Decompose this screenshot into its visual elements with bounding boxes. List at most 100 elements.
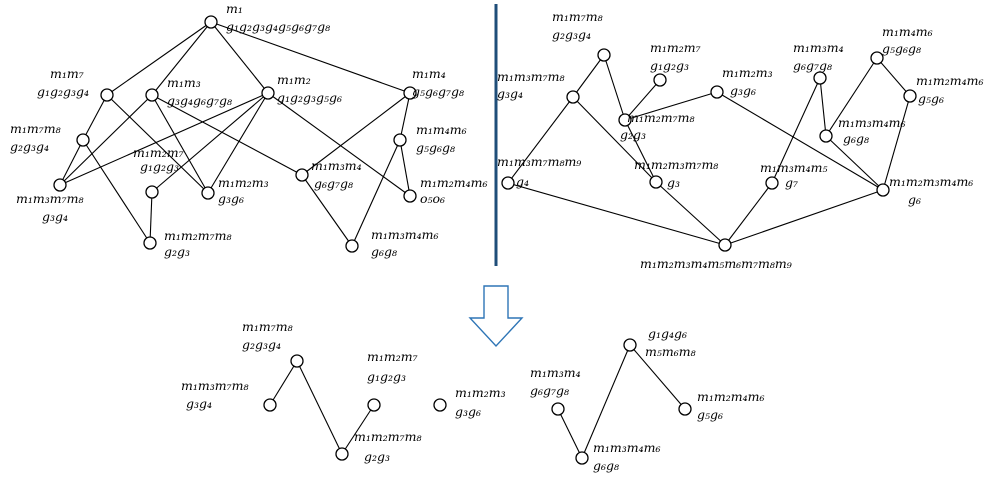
node-object-label: g₁g₂g₃g₅g₆ — [277, 90, 342, 105]
concept-node — [649, 175, 663, 189]
concept-node — [345, 239, 359, 253]
concept-node — [53, 178, 67, 192]
concept-node — [204, 15, 218, 29]
node-object-label: g₆g₈ — [593, 458, 619, 473]
node-object-label: g₆g₇g₈ — [793, 58, 832, 73]
node-object-label: g₁g₂g₃g₄g₅g₆g₇g₈ — [226, 19, 330, 34]
concept-node — [403, 86, 417, 100]
node-attribute-label: m₁m₃m₄m₆ — [593, 440, 660, 455]
node-object-label: g₅g₆ — [697, 407, 723, 422]
node-attribute-label: m₁m₃m₄ — [793, 40, 844, 55]
concept-node — [263, 398, 277, 412]
node-attribute-label: m₁m₃m₄ — [311, 158, 362, 173]
node-object-label: g₅g₆g₈ — [882, 41, 921, 56]
lattice-edge — [557, 408, 583, 459]
node-object-label: g₃g₄ — [186, 396, 212, 411]
node-object-label: g₅g₆g₇g₈ — [412, 84, 464, 99]
concept-node — [575, 451, 589, 465]
concept-node — [551, 402, 565, 416]
lattice-edge — [151, 92, 269, 193]
concept-node — [710, 85, 724, 99]
concept-node — [403, 189, 417, 203]
node-object-label: g₁g₂g₃ — [140, 159, 179, 174]
node-object-label: g₇ — [785, 175, 798, 190]
node-object-label: g₆g₈ — [371, 244, 397, 259]
node-attribute-label: m₁m₄m₆ — [416, 122, 467, 137]
node-attribute-label: m₁m₂m₃m₄m₅m₆m₇m₈m₉ — [640, 256, 792, 271]
lattice-edge — [825, 57, 878, 137]
lattice-edge — [59, 139, 84, 186]
node-object-label: g₃g₆ — [218, 191, 244, 206]
lattice-edge — [572, 96, 657, 183]
concept-node — [290, 354, 304, 368]
lattice-edge — [106, 21, 212, 96]
node-object-label: g₂g₃ — [164, 244, 190, 259]
node-attribute-label: m₁m₂m₃ — [722, 65, 773, 80]
node-attribute-label: m₁m₂m₇ — [367, 349, 418, 364]
lattice-edge — [655, 181, 726, 246]
concept-node — [618, 113, 632, 127]
node-object-label: g₁g₂g₃ — [367, 369, 406, 384]
concept-node — [295, 168, 309, 182]
lattice-edge — [507, 96, 574, 184]
node-attribute-label: m₁m₄ — [412, 66, 446, 81]
lattice-edge — [882, 95, 911, 191]
node-object-label: g₁g₄g₆ — [648, 326, 687, 341]
concept-node — [335, 447, 349, 461]
lattice-edge — [151, 94, 209, 194]
lattice-edge — [151, 21, 212, 96]
node-attribute-label: m₁m₃m₄m₅ — [760, 160, 827, 175]
node-object-label: g₆g₇g₈ — [314, 176, 353, 191]
lattice-edge — [296, 360, 343, 455]
concept-node — [501, 176, 515, 190]
node-attribute-label: m₁m₃m₄ — [530, 365, 581, 380]
node-attribute-label: m₅m₆m₈ — [645, 344, 696, 359]
lattice-edge — [267, 92, 411, 197]
node-attribute-label: m₁m₂m₃m₇m₈ — [634, 157, 718, 172]
node-attribute-label: m₁m₂m₇m₈ — [627, 110, 694, 125]
concept-node — [718, 238, 732, 252]
lattice-edge — [624, 119, 657, 183]
lattice-edge — [629, 344, 686, 410]
concept-node — [903, 89, 917, 103]
concept-node — [261, 86, 275, 100]
node-object-label: g₂g₃g₄ — [10, 139, 49, 154]
node-object-label: g₂g₃g₄ — [552, 27, 591, 42]
lattice-edge — [59, 92, 269, 186]
node-attribute-label: m₁m₃m₄m₆ — [371, 227, 438, 242]
lattice-edge — [399, 92, 411, 141]
node-object-label: g₃g₄ — [497, 86, 523, 101]
node-object-label: g₄ — [516, 174, 529, 189]
concept-node — [876, 183, 890, 197]
lattice-edge — [59, 94, 153, 186]
lattice-edge — [724, 189, 884, 246]
node-object-label: g₆g₇g₈ — [530, 383, 569, 398]
lattice-edge — [151, 94, 303, 176]
concept-node — [870, 51, 884, 65]
node-object-label: g₃ — [667, 175, 680, 190]
node-attribute-label: m₁m₇m₈ — [10, 121, 61, 136]
lattice-edge — [351, 139, 401, 247]
node-attribute-label: m₁m₂m₃ — [218, 175, 269, 190]
concept-node — [566, 90, 580, 104]
lattice-labels: m₁g₁g₂g₃g₄g₅g₆g₇g₈m₁m₇g₁g₂g₃g₄m₁m₃g₃g₄g₆… — [10, 1, 983, 473]
lattice-edge — [106, 94, 209, 194]
node-attribute-label: m₁m₃m₇m₈m₉ — [497, 154, 581, 169]
concept-node — [100, 88, 114, 102]
lattice-edge — [876, 57, 911, 97]
lattice-edge — [581, 344, 631, 459]
node-object-label: g₃g₆ — [730, 83, 756, 98]
concept-node — [597, 48, 611, 62]
concept-node — [76, 133, 90, 147]
node-object-label: o₅o₆ — [420, 191, 445, 206]
node-attribute-label: m₁m₃m₇m₈ — [497, 69, 564, 84]
lattice-edge — [82, 139, 151, 244]
node-object-label: g₃g₄ — [42, 209, 68, 224]
node-object-label: g₂g₃g₄ — [242, 337, 281, 352]
node-attribute-label: m₁m₂m₇ — [650, 40, 701, 55]
node-attribute-label: m₁ — [226, 1, 243, 16]
lattice-edge — [82, 94, 108, 141]
node-object-label: g₂g₃ — [364, 449, 390, 464]
lattice-edge — [771, 77, 821, 184]
